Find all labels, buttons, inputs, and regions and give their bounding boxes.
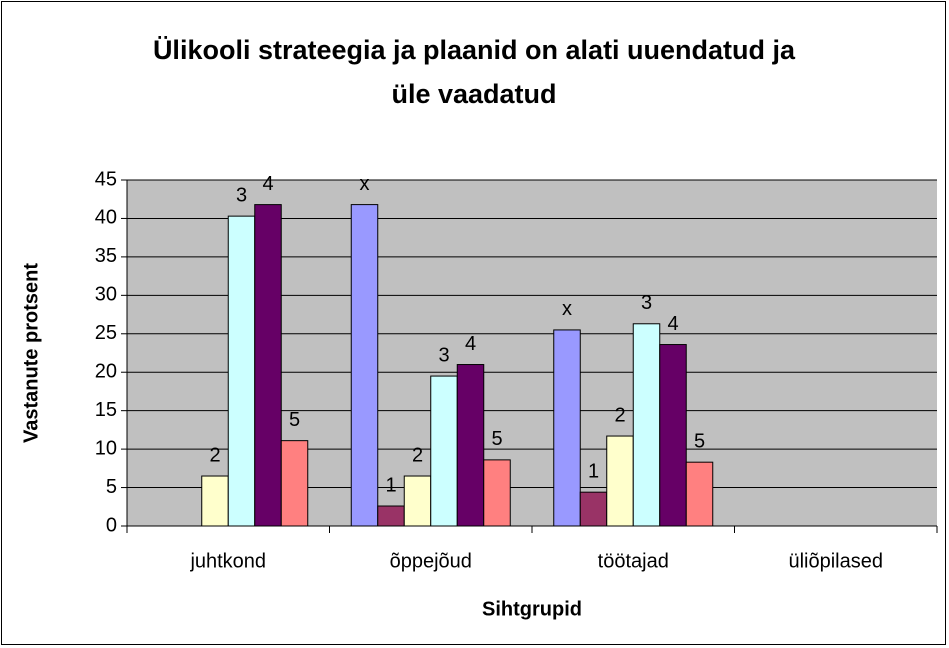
data-label: 3 [236,184,247,206]
y-tick-label: 15 [95,399,117,421]
bar [606,435,634,527]
bar [553,329,581,527]
data-label: 4 [465,333,476,355]
bar [659,344,687,527]
data-label: x [360,173,370,195]
bar [430,375,458,527]
data-label: 1 [385,474,396,496]
data-label: 5 [694,430,705,452]
bar [201,475,229,527]
x-axis-title: Sihtgrupid [482,598,582,620]
y-axis-title: Vastanute protsent [20,263,42,443]
bar [254,204,282,527]
y-tick-label: 40 [95,207,117,229]
data-label: 4 [667,313,678,335]
bar [483,459,511,527]
data-label: x [562,298,572,320]
data-label: 3 [641,292,652,314]
bar [579,491,608,527]
x-tick-label: üliõpilased [788,550,883,572]
data-label: 2 [209,444,220,466]
data-label: 2 [614,404,625,426]
bar [632,323,661,527]
data-label: 5 [491,428,502,450]
bar [377,505,405,527]
bar [280,440,309,527]
bar [456,364,485,527]
bar [403,475,432,527]
y-tick-label: 45 [95,168,117,190]
data-label: 2 [412,444,423,466]
y-tick-label: 5 [106,476,117,498]
y-tick-label: 20 [95,361,117,383]
data-label: 1 [588,460,599,482]
data-label: 4 [262,173,273,195]
y-tick-label: 30 [95,284,117,306]
data-label: 3 [438,344,449,366]
chart-title: Ülikooli strateegia ja plaanid on alati … [153,35,796,65]
chart-title: üle vaadatud [391,79,556,109]
data-label: 5 [289,409,300,431]
x-tick-label: juhtkond [189,550,266,572]
x-tick-label: õppejõud [390,550,472,572]
y-tick-label: 35 [95,245,117,267]
y-tick-label: 10 [95,437,117,459]
bar [350,204,379,527]
bar [227,215,256,527]
x-tick-label: töötajad [598,550,669,572]
y-tick-label: 0 [106,514,117,536]
bar [685,461,714,527]
y-tick-label: 25 [95,322,117,344]
